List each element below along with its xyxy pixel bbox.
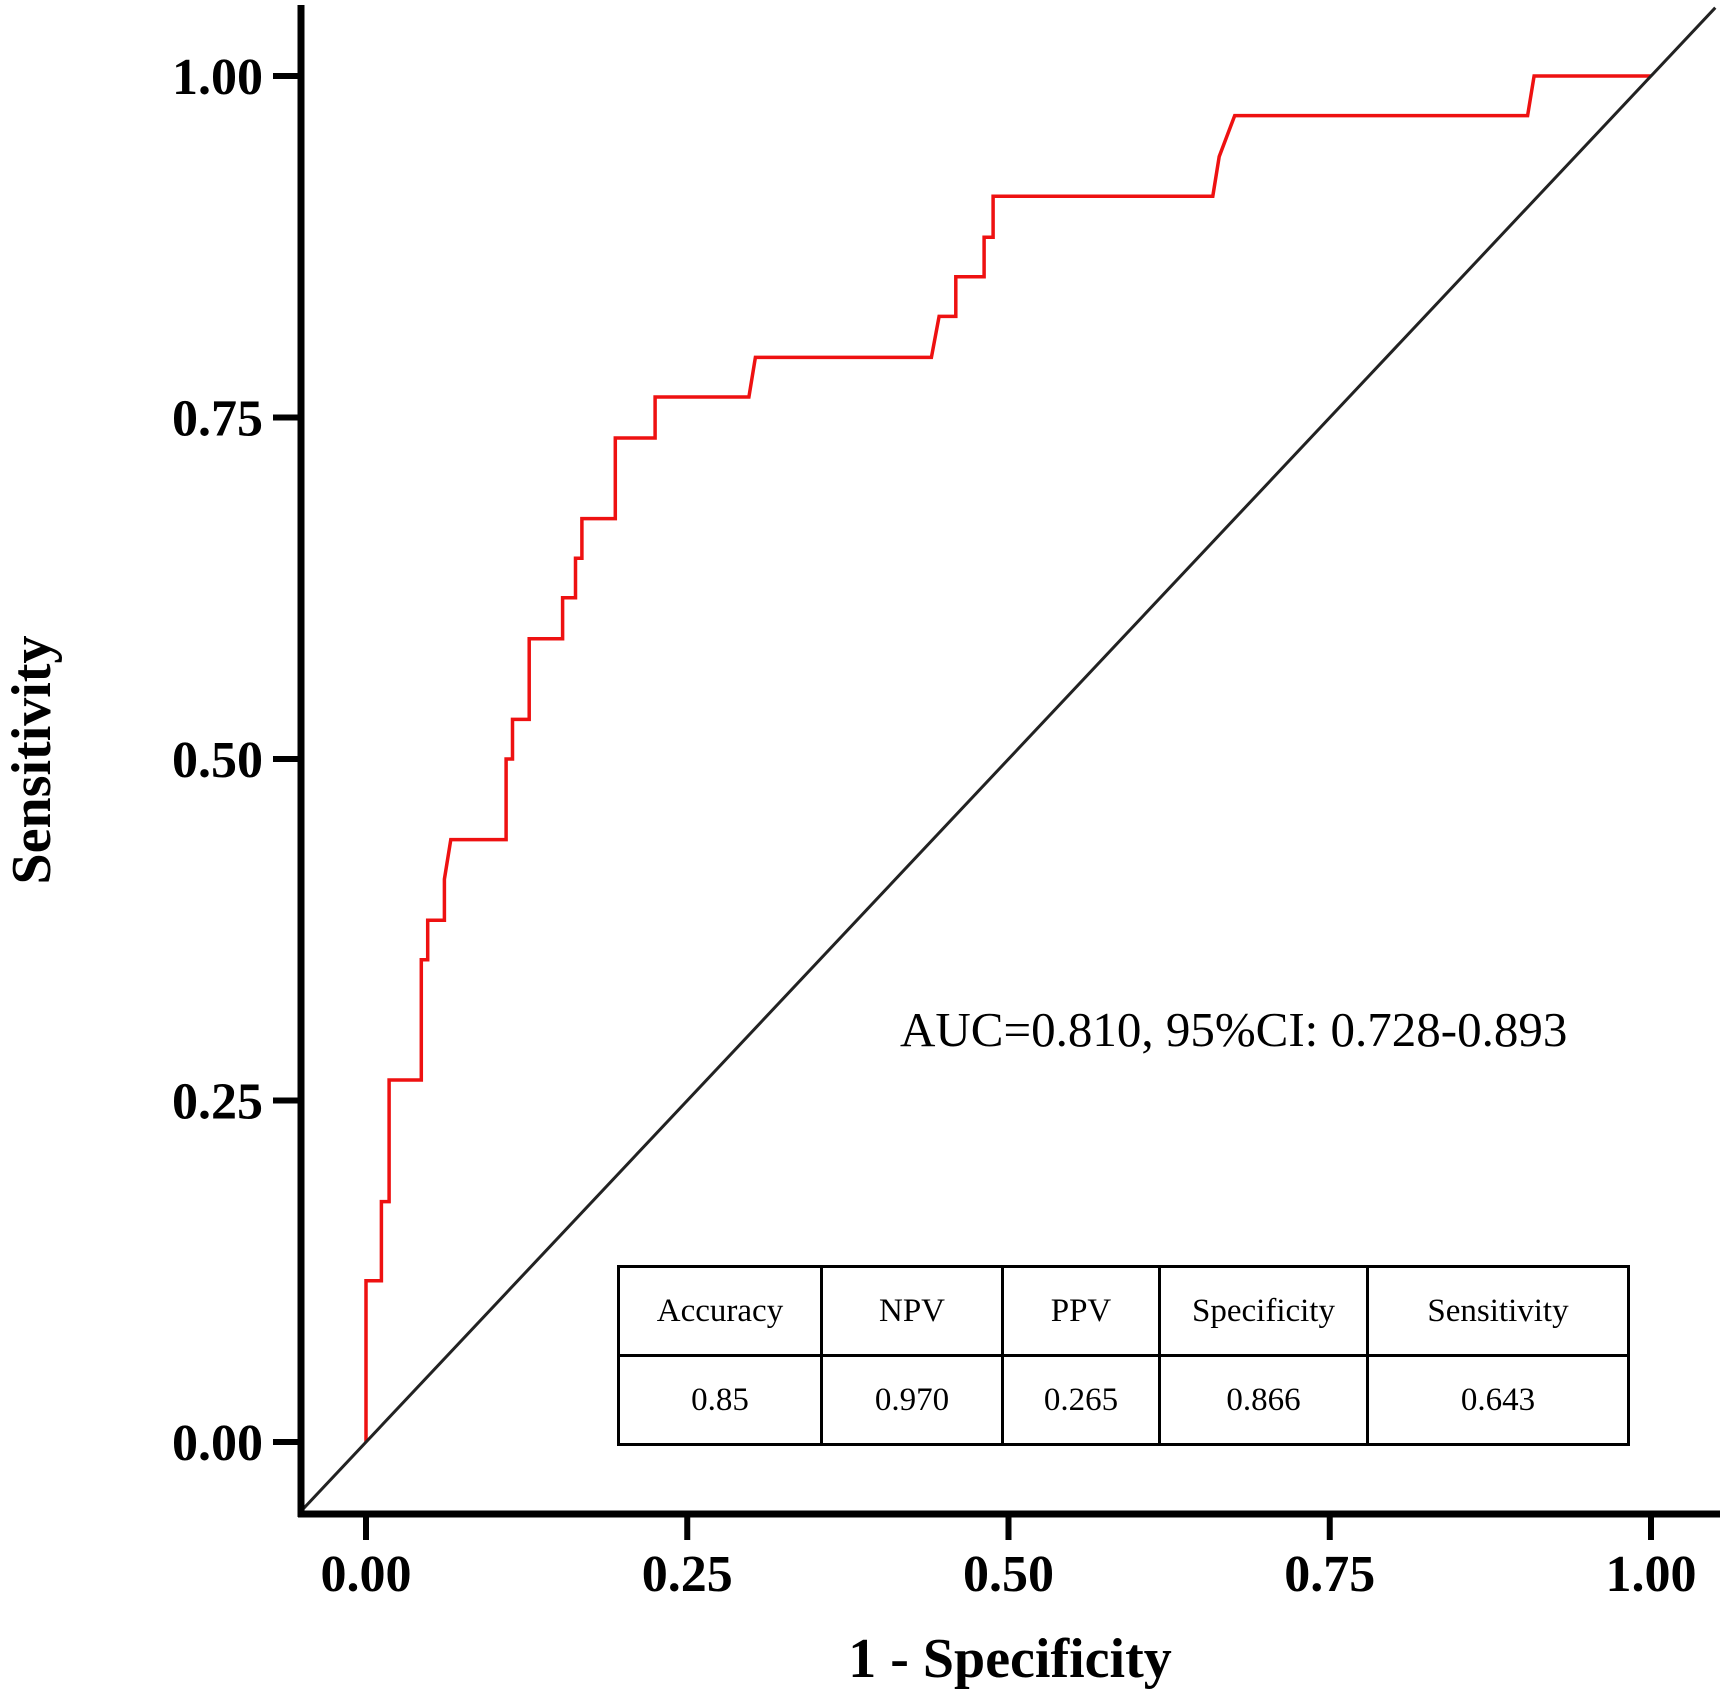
roc-curve	[364, 74, 1651, 1442]
x-tick-label: 0.00	[321, 1546, 412, 1603]
value-npv: 0.970	[820, 1354, 1004, 1446]
x-tick-label: 0.25	[642, 1546, 733, 1603]
header-specificity: Specificity	[1158, 1265, 1369, 1357]
x-axis-title: 1 - Specificity	[848, 1628, 1171, 1690]
reference-diagonal	[301, 6, 1717, 1512]
header-npv: NPV	[820, 1265, 1004, 1357]
table-header-row: Accuracy NPV PPV Specificity Sensitivity	[617, 1265, 1630, 1357]
x-tick-label: 0.50	[963, 1546, 1054, 1603]
value-accuracy: 0.85	[617, 1354, 823, 1446]
y-tick-label: 0.75	[172, 391, 263, 448]
table-value-row: 0.85 0.970 0.265 0.866 0.643	[617, 1354, 1630, 1446]
y-tick-label: 0.00	[172, 1415, 263, 1472]
header-sensitivity: Sensitivity	[1366, 1265, 1630, 1357]
x-tick-label: 0.75	[1284, 1546, 1375, 1603]
auc-annotation: AUC=0.810, 95%CI: 0.728-0.893	[900, 1002, 1567, 1057]
value-sensitivity: 0.643	[1366, 1354, 1630, 1446]
value-ppv: 0.265	[1001, 1354, 1161, 1446]
axes: 0.00 0.25 0.50 0.75 1.00 0.00 0.25 0.50 0.75 1.00	[172, 5, 1720, 1603]
y-tick-label: 0.25	[172, 1074, 263, 1131]
y-tick-label: 1.00	[172, 49, 263, 106]
plot-area	[301, 6, 1717, 1512]
y-tick-label: 0.50	[172, 732, 263, 789]
metrics-table: Accuracy NPV PPV Specificity Sensitivity…	[617, 1265, 1630, 1446]
x-tick-label: 1.00	[1606, 1546, 1697, 1603]
value-specificity: 0.866	[1158, 1354, 1369, 1446]
y-axis-title: Sensitivity	[1, 636, 63, 885]
header-ppv: PPV	[1001, 1265, 1161, 1357]
header-accuracy: Accuracy	[617, 1265, 823, 1357]
